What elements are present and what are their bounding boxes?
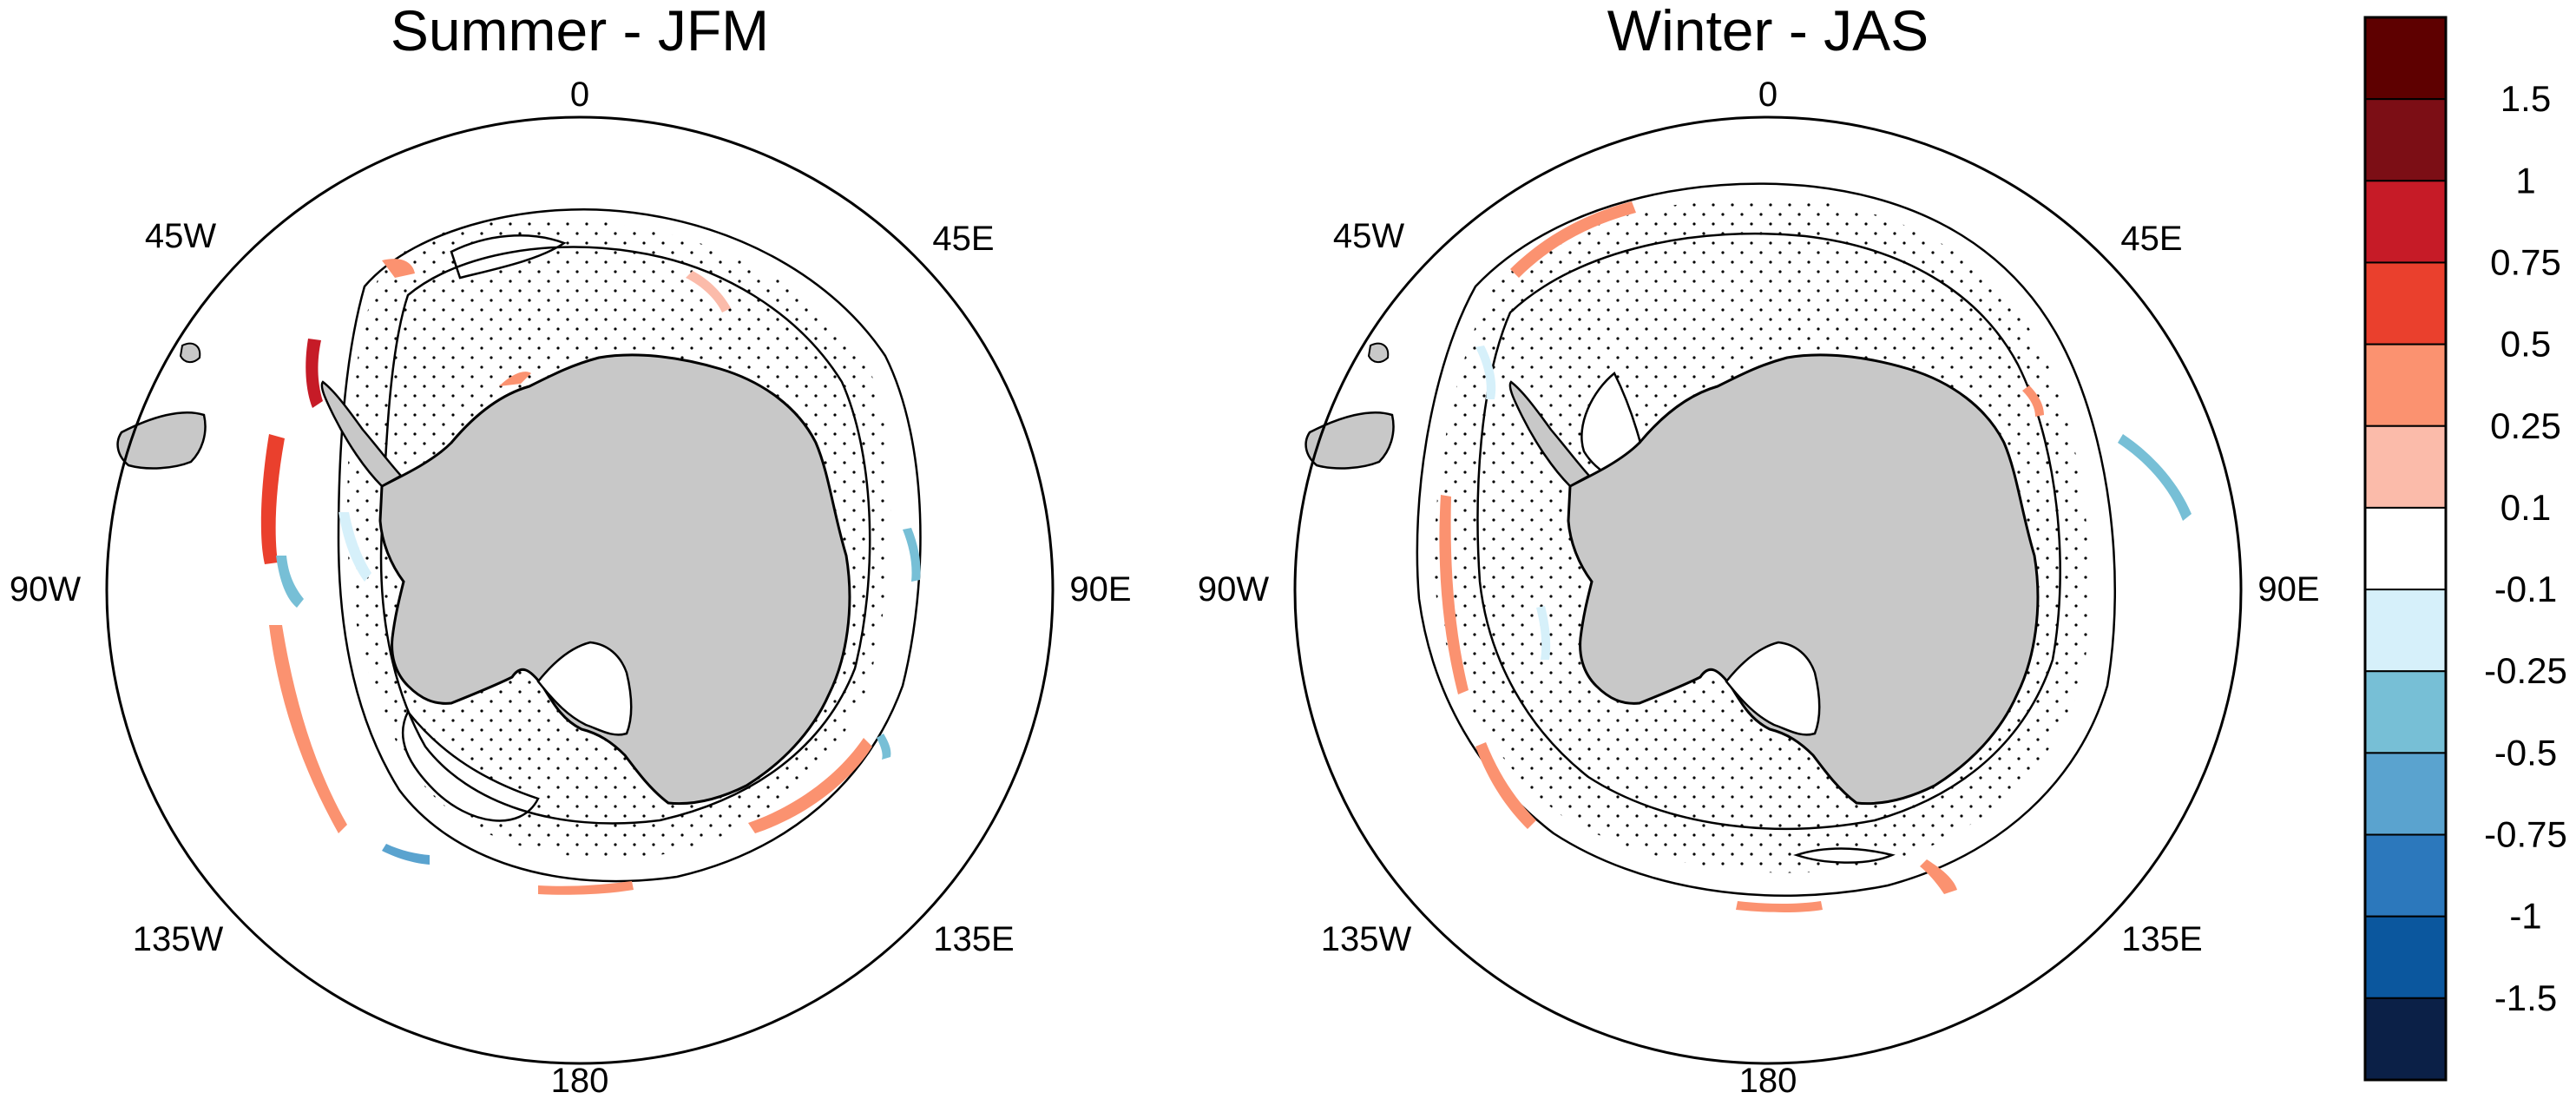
colorbar-swatch (2364, 506, 2447, 591)
winter-contour-inner (1476, 232, 2061, 830)
winter-positive-band-southeast (1920, 859, 1957, 894)
winter-lon-label-90w: 90W (1198, 570, 1269, 609)
summer-contour-outer (337, 207, 922, 883)
panel-summer: Summer - JFM (10, 0, 1132, 1099)
colorbar-swatch (2364, 343, 2447, 427)
summer-negative-band-west (276, 556, 304, 608)
summer-lon-label-45w: 45W (145, 217, 216, 255)
colorbar-swatch (2364, 16, 2447, 101)
winter-negative-band-east (2118, 434, 2192, 521)
colorbar-swatch (2364, 589, 2447, 673)
colorbar-tick-label: -0.75 (2484, 814, 2567, 855)
panel-title-winter: Winter - JAS (1607, 0, 1929, 63)
summer-map-frame (105, 115, 1055, 1065)
winter-lon-label-135w: 135W (1321, 920, 1412, 958)
colorbar-tick-label: 0.25 (2490, 405, 2561, 446)
winter-lon-label-180: 180 (1739, 1062, 1797, 1099)
winter-south-america-land (1304, 411, 1395, 470)
winter-antarctica-land (1567, 353, 2040, 806)
colorbar-swatch (2364, 261, 2447, 345)
summer-lon-label-180: 180 (551, 1062, 609, 1099)
colorbar-tick-label: 0.75 (2490, 241, 2561, 282)
summer-lon-label-90e: 90E (1069, 570, 1131, 609)
colorbar-swatch (2364, 915, 2447, 999)
winter-contour-outer (1416, 182, 2116, 897)
summer-lon-label-45e: 45E (932, 220, 994, 258)
summer-south-america-land (116, 411, 207, 470)
winter-lon-label-135e: 135E (2121, 920, 2202, 958)
summer-antarctic-peninsula (320, 380, 404, 488)
winter-lon-label-90e: 90E (2257, 570, 2319, 609)
colorbar-swatch (2364, 670, 2447, 754)
colorbar-tick-label: 0.1 (2500, 487, 2551, 528)
winter-ross-ice-shelf (1725, 641, 1821, 736)
colorbar-tick-label: 0.5 (2500, 324, 2551, 365)
summer-antarctica-land (378, 353, 851, 806)
colorbar-tick-label: -0.1 (2494, 569, 2557, 609)
colorbar-swatch (2364, 752, 2447, 836)
summer-positive-band-west (260, 434, 285, 564)
summer-lon-label-135w: 135W (133, 920, 224, 958)
colorbar-tick-label: 1.5 (2500, 78, 2551, 119)
colorbar-tick-label: -0.25 (2484, 650, 2567, 691)
summer-ross-ice-shelf (536, 641, 633, 736)
summer-contour-inner (379, 246, 871, 825)
colorbar-tick-label: -1 (2509, 896, 2541, 937)
winter-positive-band-west (1439, 495, 1469, 694)
panel-winter: Winter - JAS (1198, 0, 2320, 1099)
winter-lon-label-45w: 45W (1333, 217, 1404, 255)
panel-title-summer: Summer - JFM (391, 0, 769, 63)
summer-lon-label-135e: 135E (933, 920, 1014, 958)
winter-lon-label-45e: 45E (2120, 220, 2182, 258)
winter-map-frame (1293, 115, 2243, 1065)
summer-lon-label-90w: 90W (10, 570, 81, 609)
colorbar-swatch (2364, 424, 2447, 509)
colorbar: 1.5 1 0.75 0.5 0.25 0.1 -0.1 -0.25 -0.5 -0.75 -1 -1… (2363, 16, 2567, 1082)
colorbar-tick-label: -0.5 (2494, 732, 2557, 773)
colorbar-frame (2363, 16, 2448, 1082)
summer-lon-label-0: 0 (570, 76, 589, 114)
summer-positive-band-east (748, 738, 872, 833)
colorbar-swatch (2364, 180, 2447, 264)
colorbar-swatch (2364, 997, 2447, 1082)
winter-antarctic-peninsula (1508, 380, 1592, 488)
colorbar-tick-label: 1 (2515, 160, 2535, 201)
winter-lon-label-0: 0 (1758, 76, 1778, 114)
colorbar-swatch (2364, 833, 2447, 918)
colorbar-tick-label: -1.5 (2494, 977, 2557, 1018)
colorbar-swatch (2364, 98, 2447, 182)
